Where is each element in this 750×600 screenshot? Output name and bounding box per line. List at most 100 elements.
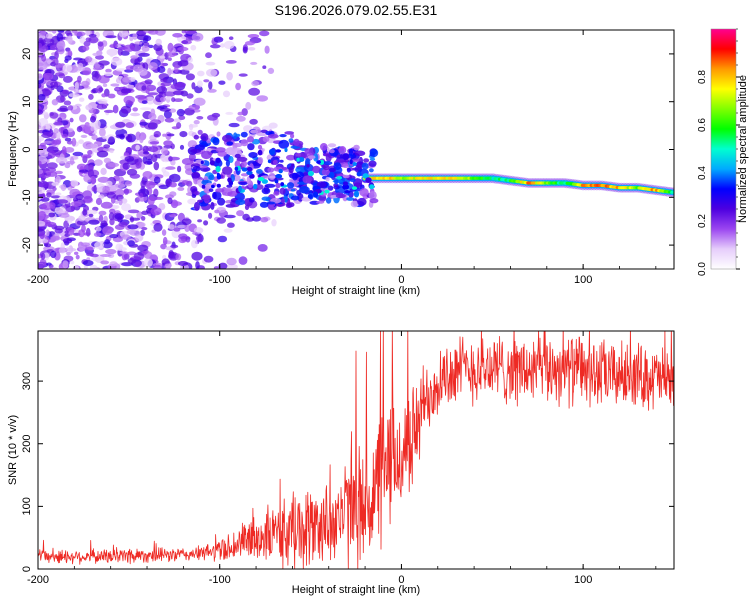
transition-spot xyxy=(342,153,350,160)
transition-blob xyxy=(192,165,201,172)
noise-blob xyxy=(127,240,135,247)
noise-blob xyxy=(102,226,113,236)
noise-blob xyxy=(74,31,86,37)
noise-blob xyxy=(156,86,168,94)
noise-blob xyxy=(164,263,172,268)
colorbar-tick-label: 0.4 xyxy=(697,166,708,180)
noise-blob xyxy=(79,114,87,123)
noise-blob xyxy=(63,100,72,106)
noise-blob xyxy=(139,121,148,126)
noise-blob xyxy=(158,184,169,190)
transition-spot xyxy=(352,162,357,166)
noise-blob xyxy=(112,104,119,114)
noise-blob xyxy=(140,229,145,236)
noise-blob xyxy=(79,97,85,102)
chart-title: S196.2026.079.02.55.E31 xyxy=(275,2,438,18)
noise-blob xyxy=(192,231,198,235)
transition-spot xyxy=(215,157,221,164)
transition-spot xyxy=(296,157,300,162)
noise-blob xyxy=(72,151,84,157)
noise-blob xyxy=(130,112,141,117)
noise-blob xyxy=(124,156,135,162)
noise-blob xyxy=(118,244,124,249)
noise-blob xyxy=(54,206,66,215)
noise-blob xyxy=(226,263,238,269)
noise-blob xyxy=(132,33,138,40)
colorbar-ticks: 0.0 0.2 0.4 0.6 0.8 xyxy=(697,28,740,276)
noise-blob xyxy=(177,186,185,191)
noise-blob xyxy=(85,209,98,215)
noise-blob xyxy=(122,162,130,170)
snr-ytick-label: 0 xyxy=(21,566,33,572)
transition-blob xyxy=(369,168,374,173)
noise-blob xyxy=(123,188,129,195)
noise-blob xyxy=(141,45,150,52)
noise-blob xyxy=(159,96,167,102)
noise-blob xyxy=(44,221,57,227)
noise-blob xyxy=(177,46,189,52)
noise-blob xyxy=(160,82,172,87)
transition-spot xyxy=(227,177,232,183)
noise-blob xyxy=(52,139,61,145)
transition-blob xyxy=(222,134,233,142)
transition-blob xyxy=(197,179,203,186)
noise-blob xyxy=(245,217,254,222)
transition-blob xyxy=(299,186,310,194)
transition-blob xyxy=(342,163,349,168)
noise-blob xyxy=(187,57,193,63)
noise-blob xyxy=(184,224,190,232)
noise-blob xyxy=(53,121,63,126)
noise-blob xyxy=(96,103,108,110)
noise-blob xyxy=(207,88,217,93)
transition-spot xyxy=(241,167,248,172)
transition-blob xyxy=(359,188,369,197)
noise-blob xyxy=(127,134,133,143)
transition-blob xyxy=(262,136,270,143)
noise-blob xyxy=(78,215,86,222)
noise-blob xyxy=(139,135,144,144)
noise-blob xyxy=(58,247,66,254)
transition-blob xyxy=(322,153,331,157)
noise-blob xyxy=(139,107,152,111)
transition-blob xyxy=(273,191,280,196)
snr-xtick-label: -200 xyxy=(27,574,49,586)
transition-blob xyxy=(259,201,269,208)
transition-blob xyxy=(335,193,346,199)
noise-blob xyxy=(94,241,105,249)
noise-blob xyxy=(144,79,153,85)
transition-spot xyxy=(313,191,319,198)
transition-blob xyxy=(336,159,345,163)
noise-blob xyxy=(98,214,104,222)
noise-blob xyxy=(153,222,163,232)
transition-blob xyxy=(197,199,203,203)
noise-blob xyxy=(109,234,119,239)
noise-blob xyxy=(238,256,248,265)
noise-blob xyxy=(177,261,189,266)
noise-blob xyxy=(53,128,59,134)
noise-blob xyxy=(138,97,145,101)
noise-blob xyxy=(172,90,184,96)
noise-blob xyxy=(121,203,132,212)
transition-spot xyxy=(356,171,362,177)
noise-blob xyxy=(98,194,105,200)
transition-blob xyxy=(238,181,248,186)
noise-blob xyxy=(65,247,77,252)
noise-blob xyxy=(88,164,94,171)
noise-blob xyxy=(162,236,168,246)
transition-blob xyxy=(275,182,281,189)
noise-blob xyxy=(118,198,123,206)
noise-blob xyxy=(185,236,191,243)
transition-blob xyxy=(194,191,200,196)
noise-blob xyxy=(197,219,203,223)
transition-blob xyxy=(233,132,238,139)
transition-spot xyxy=(215,165,221,173)
transition-blob xyxy=(261,196,271,201)
noise-blob xyxy=(187,140,198,149)
noise-blob xyxy=(220,43,225,48)
noise-blob xyxy=(147,92,159,96)
noise-blob xyxy=(165,194,174,199)
transition-blob xyxy=(321,168,330,176)
colorbar-gradient xyxy=(710,28,737,270)
noise-blob xyxy=(79,35,85,44)
noise-blob xyxy=(50,195,61,199)
